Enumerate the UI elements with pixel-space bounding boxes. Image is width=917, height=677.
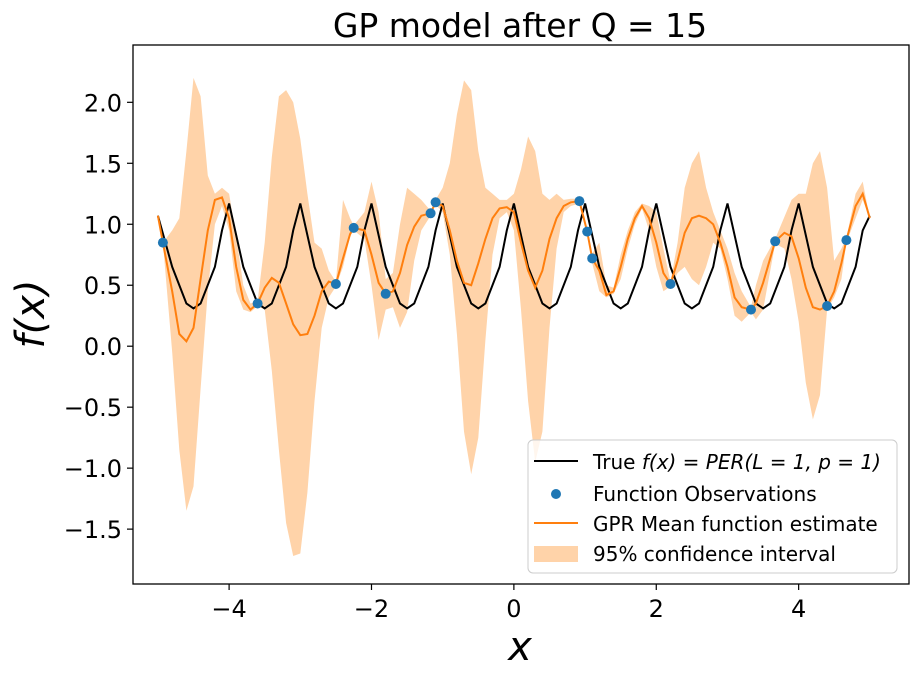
y-tick-label: 2.0 <box>84 89 122 117</box>
observation-point <box>770 236 781 247</box>
legend-true-label: True f(x) = PER(L = 1, p = 1) <box>592 450 881 474</box>
y-tick-label: 1.5 <box>84 150 122 178</box>
confidence-interval-band <box>157 77 870 557</box>
observation-point <box>348 222 359 233</box>
observation-point <box>430 197 441 208</box>
observation-point <box>665 279 676 289</box>
y-tick-label: 0.5 <box>84 272 122 300</box>
y-tick-label: 1.0 <box>84 211 122 239</box>
legend-observations-label: Function Observations <box>593 482 817 506</box>
true-function-line <box>156 203 871 310</box>
plot-area <box>156 77 871 557</box>
observation-point <box>425 208 436 219</box>
legend-ci-swatch <box>534 546 578 562</box>
observation-point <box>582 226 593 237</box>
observation-point <box>380 288 391 299</box>
observation-point <box>157 237 168 248</box>
observation-point <box>252 298 263 309</box>
y-tick-label: −0.5 <box>64 394 122 422</box>
y-axis-ticks: 2.0 1.5 1.0 0.5 0.0 −0.5 −1.0 −1.5 <box>64 89 133 544</box>
observation-point <box>587 253 598 264</box>
legend-observations-swatch <box>551 489 561 499</box>
observation-point <box>330 279 341 289</box>
observation-point <box>574 196 585 207</box>
y-tick-label: −1.0 <box>64 455 122 483</box>
observation-points <box>157 196 852 315</box>
chart-title: GP model after Q = 15 <box>333 6 707 45</box>
x-tick-label: −4 <box>211 595 246 623</box>
y-tick-label: −1.5 <box>64 516 122 544</box>
observation-point <box>746 304 756 315</box>
legend-true-formula: f(x) = PER(L = 1, p = 1) <box>642 450 881 474</box>
legend-true-prefix: True <box>592 450 642 474</box>
observation-point <box>822 301 833 311</box>
x-axis-label: x <box>506 624 532 670</box>
x-axis-ticks: −4 −2 0 2 4 <box>211 584 806 623</box>
y-axis-label: f(x) <box>8 280 54 349</box>
plot-frame <box>132 44 910 585</box>
x-tick-label: −2 <box>354 595 389 623</box>
legend-box <box>527 439 898 574</box>
observation-point <box>841 235 852 246</box>
legend-mean-label: GPR Mean function estimate <box>593 512 878 536</box>
x-tick-label: 4 <box>791 595 806 623</box>
legend: True f(x) = PER(L = 1, p = 1) Function O… <box>527 439 898 574</box>
y-tick-label: 0.0 <box>84 333 122 361</box>
legend-ci-label: 95% confidence interval <box>593 542 836 566</box>
x-tick-label: 2 <box>649 595 664 623</box>
x-tick-label: 0 <box>506 595 521 623</box>
